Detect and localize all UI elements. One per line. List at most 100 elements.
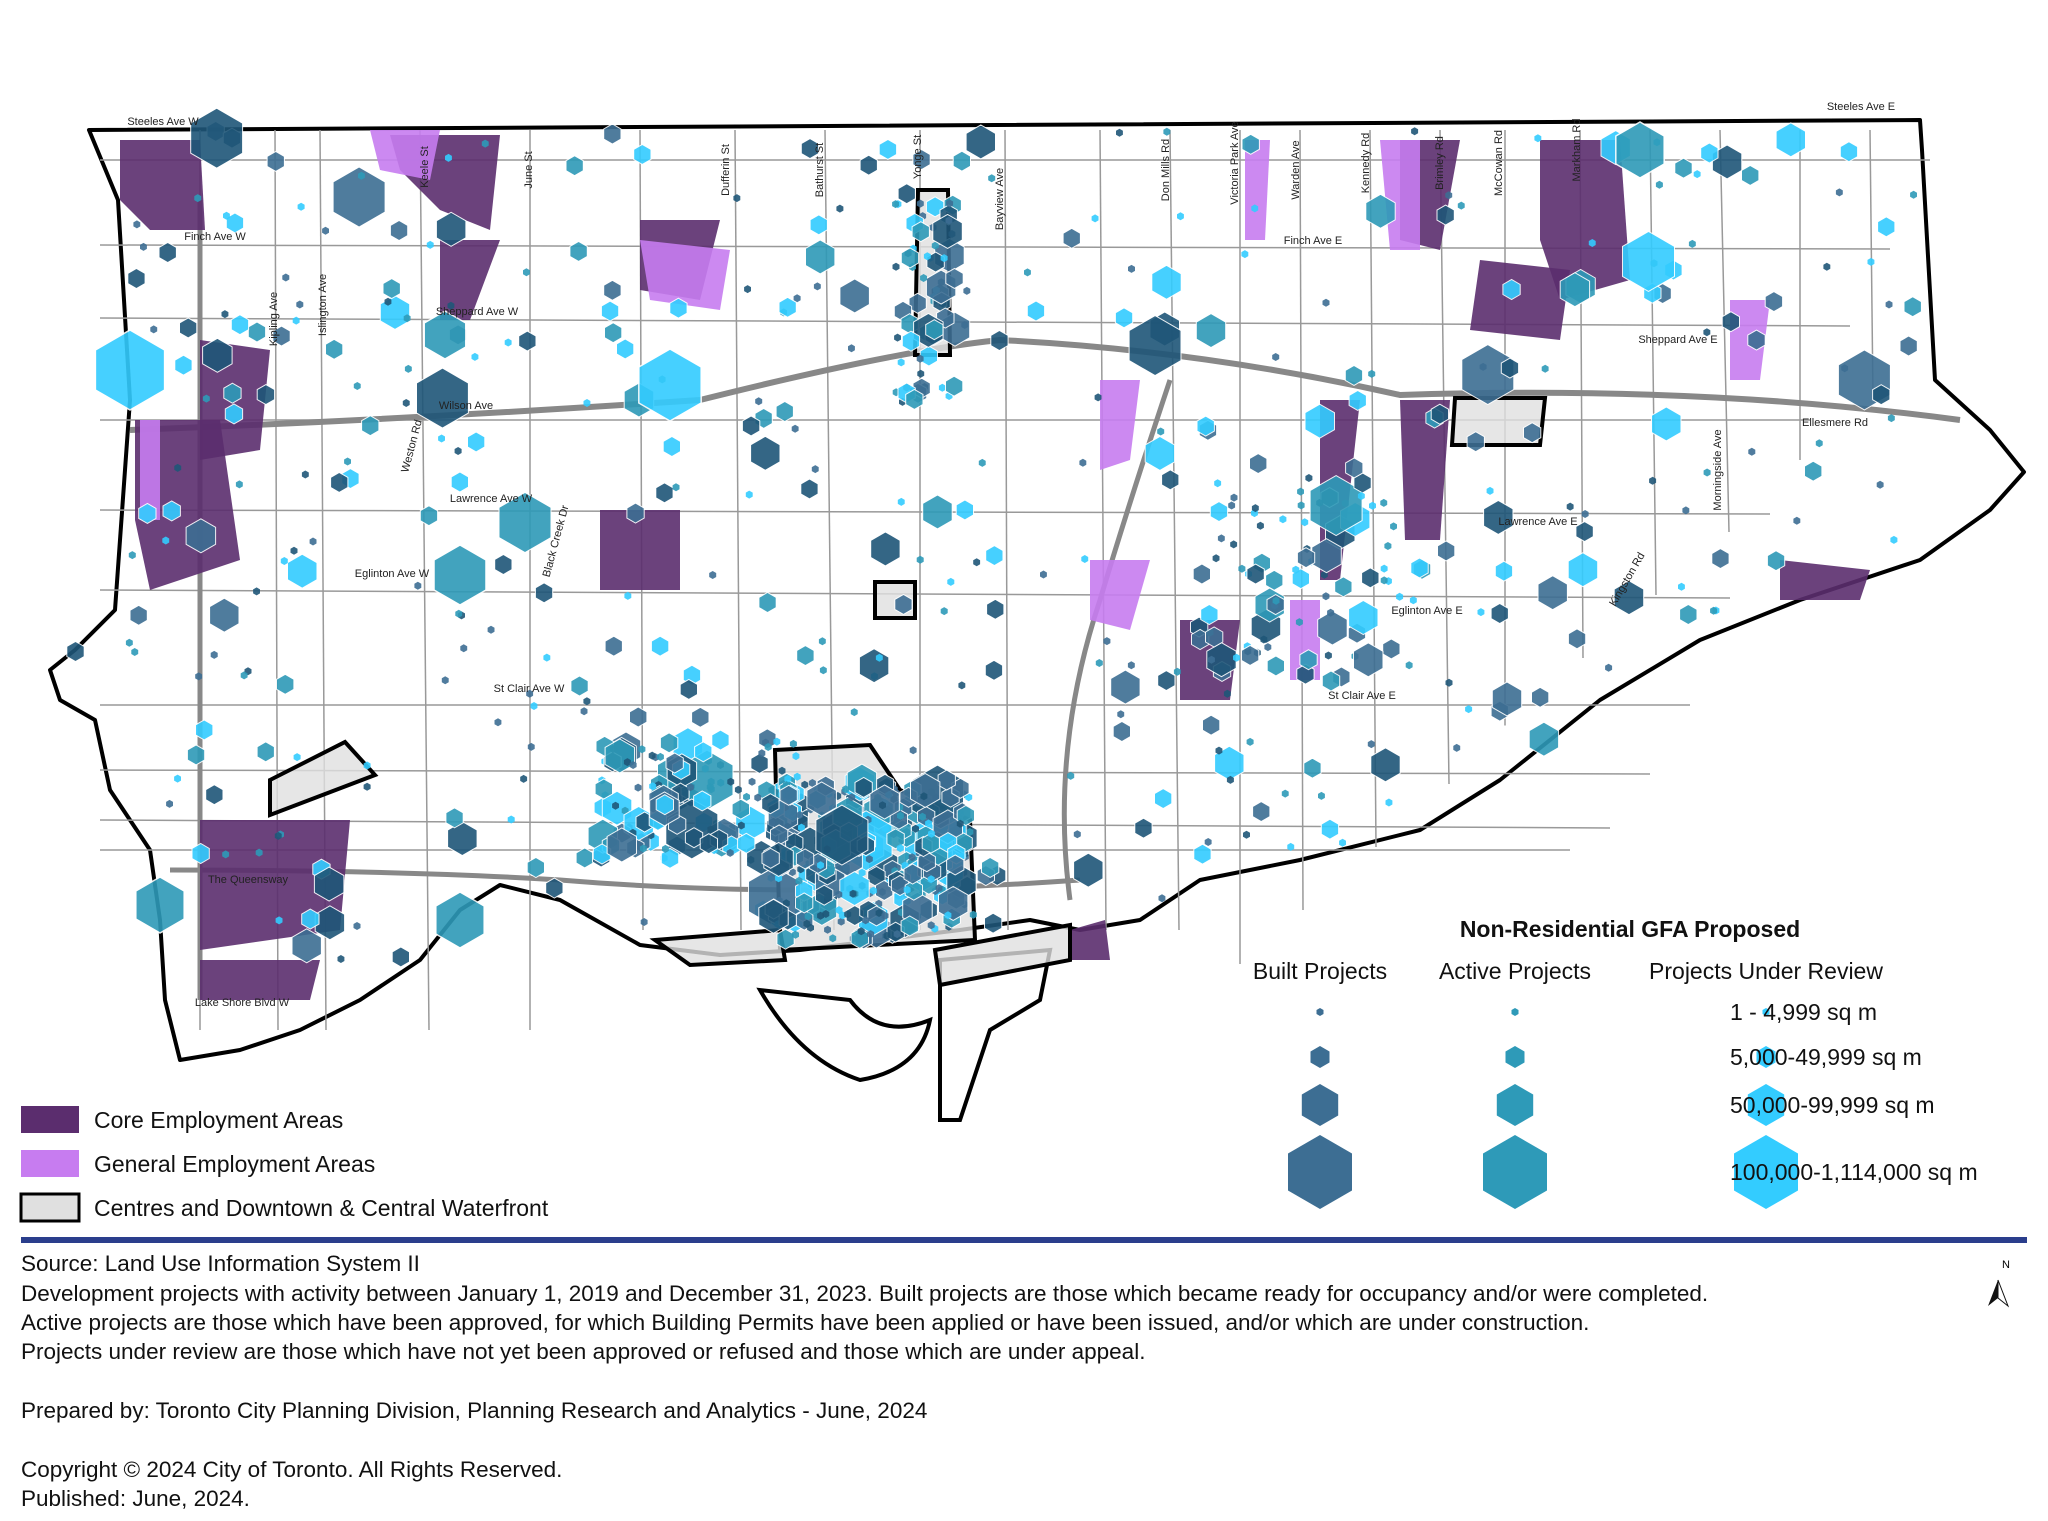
project-marker <box>603 279 622 301</box>
project-marker <box>1410 557 1429 579</box>
project-marker <box>322 226 329 235</box>
project-marker <box>583 399 591 407</box>
project-marker <box>1368 369 1376 378</box>
project-marker <box>1835 188 1843 197</box>
project-marker <box>893 930 901 939</box>
project-marker <box>1114 307 1134 329</box>
project-marker <box>291 928 322 964</box>
project-marker <box>230 314 250 336</box>
project-marker <box>1384 542 1392 550</box>
project-marker <box>222 850 230 859</box>
project-marker <box>638 745 646 754</box>
project-marker <box>1246 563 1265 585</box>
street-label: Kipling Ave <box>268 292 280 346</box>
project-marker <box>1748 447 1756 456</box>
project-marker <box>734 785 742 794</box>
project-marker <box>1348 389 1367 411</box>
project-marker <box>745 490 753 499</box>
legend-symbol <box>1505 1046 1525 1068</box>
project-marker <box>1390 522 1397 531</box>
project-marker <box>1655 180 1663 189</box>
project-marker <box>1287 842 1295 851</box>
legend-swatch <box>21 1106 79 1133</box>
project-marker <box>594 778 613 800</box>
project-marker <box>1296 547 1316 569</box>
project-marker <box>737 832 756 854</box>
project-marker <box>481 139 489 148</box>
project-marker <box>988 174 996 183</box>
project-marker <box>779 784 798 806</box>
project-marker <box>523 268 530 277</box>
project-marker <box>743 792 750 801</box>
project-marker <box>849 889 857 898</box>
project-marker <box>426 240 434 249</box>
project-marker <box>978 458 986 467</box>
core-employment-area <box>1070 920 1110 960</box>
project-marker <box>908 853 916 862</box>
project-marker <box>897 497 905 506</box>
project-marker <box>894 333 901 342</box>
project-marker <box>737 821 745 830</box>
project-marker <box>296 300 304 309</box>
project-marker <box>784 775 792 783</box>
project-marker <box>454 447 462 455</box>
project-marker <box>1292 565 1300 574</box>
project-marker <box>1764 291 1784 313</box>
project-marker <box>224 403 244 425</box>
project-marker <box>649 782 657 791</box>
project-marker <box>910 772 941 808</box>
project-marker <box>1367 740 1375 749</box>
project-marker <box>1215 746 1223 755</box>
project-marker <box>822 910 830 918</box>
project-marker <box>809 214 828 236</box>
project-marker <box>969 910 977 919</box>
project-marker <box>1291 568 1310 590</box>
project-marker <box>1567 628 1587 650</box>
street-label: St Clair Ave W <box>494 683 565 695</box>
legend-title: Non-Residential GFA Proposed <box>1460 916 1800 942</box>
road <box>1719 129 1730 533</box>
project-marker <box>909 746 917 755</box>
project-marker <box>919 345 938 367</box>
project-marker <box>931 241 939 250</box>
project-marker <box>450 471 469 493</box>
project-marker <box>761 793 780 815</box>
project-marker <box>471 352 479 361</box>
street-label: Sheppard Ave E <box>1638 334 1717 346</box>
project-marker <box>1173 667 1181 676</box>
project-marker <box>1264 643 1272 652</box>
project-marker <box>800 478 819 500</box>
project-marker <box>603 123 622 145</box>
road <box>419 129 430 1031</box>
legend-symbol <box>1762 1008 1770 1016</box>
project-marker <box>543 653 551 662</box>
project-marker <box>985 545 1004 567</box>
project-marker <box>984 912 1003 934</box>
project-marker <box>691 706 710 728</box>
project-marker <box>669 297 688 319</box>
project-marker <box>1361 567 1380 589</box>
project-marker <box>256 384 276 406</box>
project-marker <box>583 697 591 706</box>
project-marker <box>858 868 866 877</box>
project-marker <box>1112 720 1131 743</box>
project-marker <box>923 252 931 261</box>
street-label: Steeles Ave W <box>127 116 199 128</box>
project-marker <box>1327 608 1335 617</box>
project-marker <box>679 678 698 700</box>
project-marker <box>1024 268 1031 277</box>
project-marker <box>276 673 295 695</box>
project-marker <box>956 819 964 828</box>
project-marker <box>1303 757 1322 779</box>
project-marker <box>138 502 157 524</box>
project-marker <box>662 844 669 853</box>
project-marker <box>928 829 935 838</box>
project-marker <box>775 400 794 423</box>
project-marker <box>1192 563 1211 585</box>
project-marker <box>748 777 756 786</box>
project-marker <box>1537 575 1568 611</box>
project-marker <box>185 518 217 554</box>
footer-line: Copyright © 2024 City of Toronto. All Ri… <box>21 1457 562 1482</box>
project-marker <box>795 848 815 870</box>
project-marker <box>1200 603 1219 626</box>
